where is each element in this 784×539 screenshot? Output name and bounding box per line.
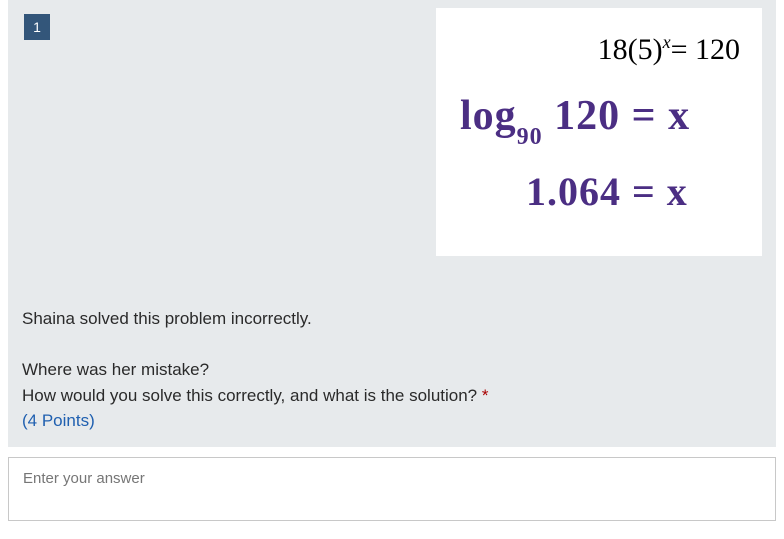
typed-equation: 18(5)x= 120 <box>598 32 740 67</box>
prompt-line-3: How would you solve this correctly, and … <box>22 386 482 405</box>
hw1-rest: 120 = x <box>543 93 690 139</box>
hw1-subscript: 90 <box>517 124 543 150</box>
problem-workspace: 18(5)x= 120 log90 120 = x 1.064 = x <box>436 8 762 256</box>
answer-container[interactable] <box>8 457 776 521</box>
answer-input[interactable] <box>23 470 761 508</box>
question-prompt: Shaina solved this problem incorrectly. … <box>22 306 488 434</box>
prompt-line-3-wrap: How would you solve this correctly, and … <box>22 383 488 409</box>
equation-base: 18(5) <box>598 33 663 66</box>
required-asterisk: * <box>482 386 489 405</box>
question-card: 1 18(5)x= 120 log90 120 = x 1.064 = x Sh… <box>8 0 776 447</box>
question-number-badge: 1 <box>24 14 50 40</box>
prompt-line-1: Shaina solved this problem incorrectly. <box>22 306 488 332</box>
points-label: (4 Points) <box>22 408 488 434</box>
hw1-prefix: log <box>460 93 517 139</box>
handwritten-line-2: 1.064 = x <box>526 168 688 215</box>
handwritten-line-1: log90 120 = x <box>460 92 690 145</box>
prompt-line-2: Where was her mistake? <box>22 357 488 383</box>
equation-rhs: = 120 <box>671 33 740 66</box>
question-number-text: 1 <box>33 19 41 35</box>
equation-exponent: x <box>663 32 671 52</box>
